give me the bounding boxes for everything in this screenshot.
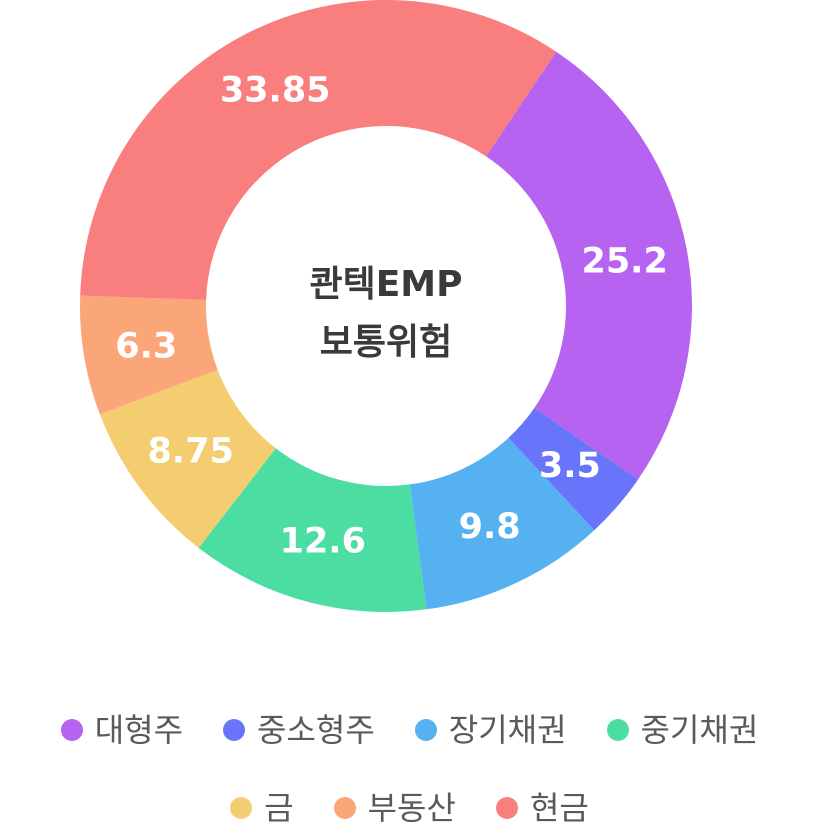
donut-slices [80,0,692,612]
legend-label: 중기채권 [640,711,759,749]
slice-6 [80,295,218,415]
slice-5 [99,369,276,548]
slice-7 [80,0,557,300]
legend-label: 부동산 [367,789,456,827]
slice-value-label-6: 6.3 [115,327,177,367]
legend-item-1: 대형주 [60,710,184,750]
slice-value-label-1: 25.2 [581,241,667,281]
legend-label: 대형주 [94,711,184,749]
legend-dot-icon [60,719,83,741]
legend-dot-icon [606,719,629,741]
slice-value-label-3: 9.8 [459,507,521,547]
legend-label: 중소형주 [257,711,375,749]
legend-item-7: 현금 [495,788,589,828]
legend-dot-icon [414,719,437,741]
slice-value-label-4: 12.6 [280,522,366,562]
legend-item-5: 금 [230,788,294,828]
legend-item-4: 중기채권 [606,710,759,750]
legend-dot-icon [333,797,356,819]
donut-chart: 25.2 3.5 9.8 12.6 8.75 6.3 33.85 콴텍EMP 보통위험 [80,0,692,612]
center-subtitle: 보통위험 [320,322,452,363]
center-title: 콴텍EMP [309,264,462,305]
legend-row-1: 대형주 중소형주 장기채권 중기채권 [0,710,819,750]
legend-dot-icon [230,797,253,819]
slice-value-label-2: 3.5 [539,446,601,486]
legend-item-6: 부동산 [333,788,456,828]
slice-3 [409,437,595,610]
legend-item-2: 중소형주 [223,710,375,750]
slice-value-label-5: 8.75 [147,432,233,472]
legend-item-3: 장기채권 [414,710,567,750]
legend-dot-icon [495,797,518,819]
legend-row-2: 금 부동산 현금 [0,788,819,828]
legend-dot-icon [223,719,246,741]
slice-4 [198,448,427,612]
slice-2 [508,408,639,531]
slice-labels: 25.2 3.5 9.8 12.6 8.75 6.3 33.85 [115,71,668,562]
legend-label: 금 [264,789,294,827]
slice-1 [486,51,692,480]
legend-label: 현금 [529,789,589,827]
legend-label: 장기채권 [448,711,567,749]
slice-value-label-7: 33.85 [220,71,331,111]
